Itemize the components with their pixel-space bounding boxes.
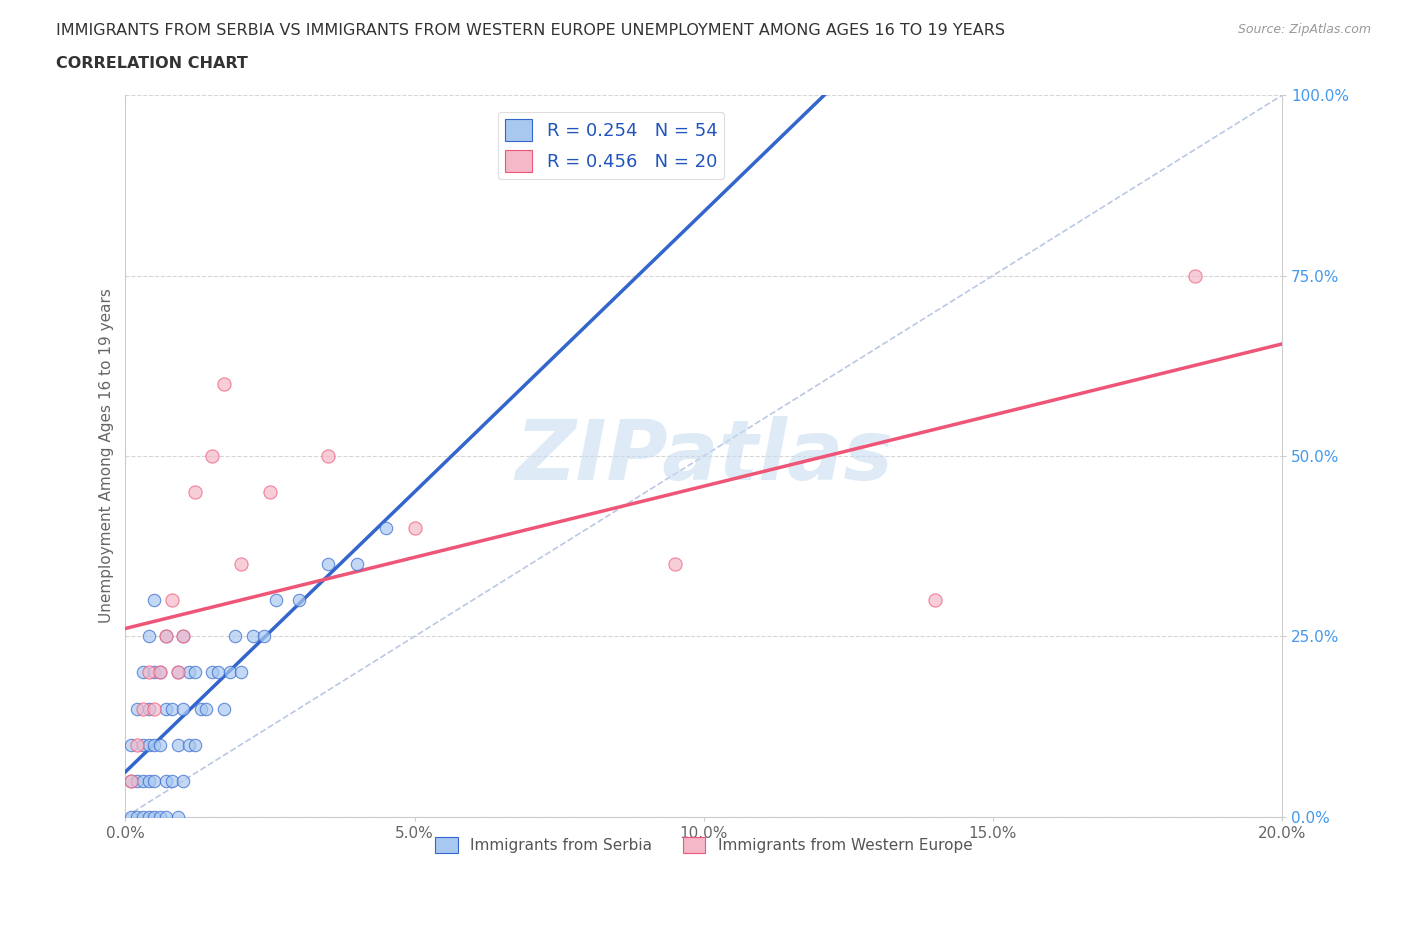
Point [212, 701, 235, 716]
Point [143, 701, 166, 716]
Point [120, 737, 142, 752]
Point [184, 737, 207, 752]
Point [166, 665, 188, 680]
Point [143, 773, 166, 788]
Point [184, 665, 207, 680]
Point [132, 665, 155, 680]
Point [138, 809, 160, 824]
Point [664, 557, 686, 572]
Point [218, 665, 240, 680]
Point [190, 701, 212, 716]
Point [253, 629, 276, 644]
Point [155, 701, 177, 716]
Point [132, 737, 155, 752]
Point [160, 773, 183, 788]
Point [166, 665, 188, 680]
Point [259, 485, 281, 499]
Point [120, 773, 142, 788]
Point [212, 377, 235, 392]
Point [172, 629, 194, 644]
Point [346, 557, 368, 572]
Point [288, 593, 311, 608]
Point [172, 701, 194, 716]
Point [172, 773, 194, 788]
Point [242, 629, 264, 644]
Point [404, 521, 426, 536]
Point [120, 773, 142, 788]
Point [149, 737, 172, 752]
Point [138, 629, 160, 644]
Point [149, 665, 172, 680]
Point [125, 737, 148, 752]
Point [160, 701, 183, 716]
Point [155, 629, 177, 644]
Point [316, 448, 339, 463]
Point [149, 665, 172, 680]
Y-axis label: Unemployment Among Ages 16 to 19 years: Unemployment Among Ages 16 to 19 years [100, 288, 114, 623]
Legend: Immigrants from Serbia, Immigrants from Western Europe: Immigrants from Serbia, Immigrants from … [429, 831, 979, 859]
Point [172, 629, 194, 644]
Text: ZIPatlas: ZIPatlas [515, 416, 893, 497]
Point [177, 665, 200, 680]
Point [143, 593, 166, 608]
Text: CORRELATION CHART: CORRELATION CHART [56, 56, 247, 71]
Point [138, 701, 160, 716]
Point [201, 448, 224, 463]
Point [132, 773, 155, 788]
Point [138, 665, 160, 680]
Point [195, 701, 218, 716]
Point [264, 593, 287, 608]
Point [143, 665, 166, 680]
Point [207, 665, 229, 680]
Point [229, 557, 252, 572]
Point [229, 665, 252, 680]
Point [155, 809, 177, 824]
Point [201, 665, 224, 680]
Point [177, 737, 200, 752]
Point [155, 773, 177, 788]
Point [125, 773, 148, 788]
Point [374, 521, 396, 536]
Point [125, 701, 148, 716]
Point [166, 809, 188, 824]
Point [143, 809, 166, 824]
Point [316, 557, 339, 572]
Point [1184, 268, 1206, 283]
Point [132, 809, 155, 824]
Point [155, 629, 177, 644]
Point [120, 809, 142, 824]
Point [166, 737, 188, 752]
Point [138, 773, 160, 788]
Point [924, 593, 946, 608]
Point [184, 485, 207, 499]
Point [125, 809, 148, 824]
Text: Source: ZipAtlas.com: Source: ZipAtlas.com [1237, 23, 1371, 36]
Point [132, 701, 155, 716]
Point [160, 593, 183, 608]
Point [149, 809, 172, 824]
Point [224, 629, 246, 644]
Text: IMMIGRANTS FROM SERBIA VS IMMIGRANTS FROM WESTERN EUROPE UNEMPLOYMENT AMONG AGES: IMMIGRANTS FROM SERBIA VS IMMIGRANTS FRO… [56, 23, 1005, 38]
Point [138, 737, 160, 752]
Point [143, 737, 166, 752]
